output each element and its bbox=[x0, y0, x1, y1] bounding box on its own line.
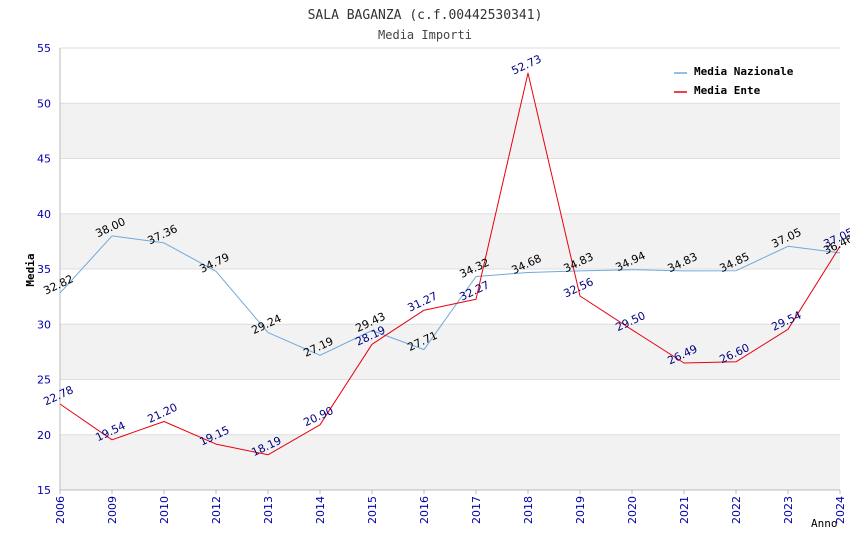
chart-subtitle: Media Importi bbox=[378, 28, 472, 42]
legend-label-media-ente: Media Ente bbox=[694, 84, 761, 97]
x-tick-label: 2015 bbox=[366, 496, 379, 524]
x-tick-label: 2017 bbox=[470, 496, 483, 524]
x-tick-label: 2012 bbox=[210, 496, 223, 524]
y-tick-label: 15 bbox=[37, 484, 51, 497]
y-axis-label: Media bbox=[24, 253, 37, 286]
legend-box bbox=[669, 60, 809, 101]
x-axis-label: Anno bbox=[811, 517, 838, 530]
x-tick-label: 2023 bbox=[782, 496, 795, 524]
x-tick-label: 2014 bbox=[314, 496, 327, 524]
plot-band bbox=[60, 379, 840, 435]
plot-band bbox=[60, 324, 840, 380]
y-tick-label: 55 bbox=[37, 42, 51, 55]
x-tick-label: 2010 bbox=[158, 496, 171, 524]
y-tick-label: 35 bbox=[37, 263, 51, 276]
plot-band bbox=[60, 213, 840, 269]
x-tick-label: 2020 bbox=[626, 496, 639, 524]
y-tick-labels: 15 20 25 30 35 40 45 50 55 bbox=[37, 42, 51, 497]
legend: Media Nazionale Media Ente bbox=[669, 60, 809, 101]
x-tick-label: 2021 bbox=[678, 496, 691, 524]
chart-title: SALA BAGANZA (c.f.00442530341) bbox=[308, 8, 543, 23]
plot-band bbox=[60, 158, 840, 214]
plot-band bbox=[60, 103, 840, 159]
legend-label-media-nazionale: Media Nazionale bbox=[694, 65, 794, 78]
plot-band bbox=[60, 434, 840, 490]
x-tick-label: 2018 bbox=[522, 496, 535, 524]
series-lines bbox=[59, 72, 841, 456]
x-tick-label: 2022 bbox=[730, 496, 743, 524]
x-tick-label: 2019 bbox=[574, 496, 587, 524]
x-tick-label: 2016 bbox=[418, 496, 431, 524]
plot-background-bands bbox=[60, 48, 840, 490]
series-line-media-nazionale bbox=[59, 235, 841, 356]
y-tick-label: 25 bbox=[37, 374, 51, 387]
x-tick-label: 2013 bbox=[262, 496, 275, 524]
y-tick-label: 40 bbox=[37, 208, 51, 221]
y-tick-label: 30 bbox=[37, 318, 51, 331]
y-tick-label: 45 bbox=[37, 153, 51, 166]
x-tick-labels: 2006 2009 2010 2012 2013 2014 2015 2016 2017 2018… bbox=[54, 496, 847, 524]
plot-band bbox=[60, 269, 840, 325]
x-tick-label: 2009 bbox=[106, 496, 119, 524]
x-tick-label: 2006 bbox=[54, 496, 67, 524]
y-tick-label: 50 bbox=[37, 97, 51, 110]
y-tick-label: 20 bbox=[37, 429, 51, 442]
series-line-media-ente bbox=[59, 72, 841, 456]
x-tick-label: 2024 bbox=[834, 496, 847, 524]
